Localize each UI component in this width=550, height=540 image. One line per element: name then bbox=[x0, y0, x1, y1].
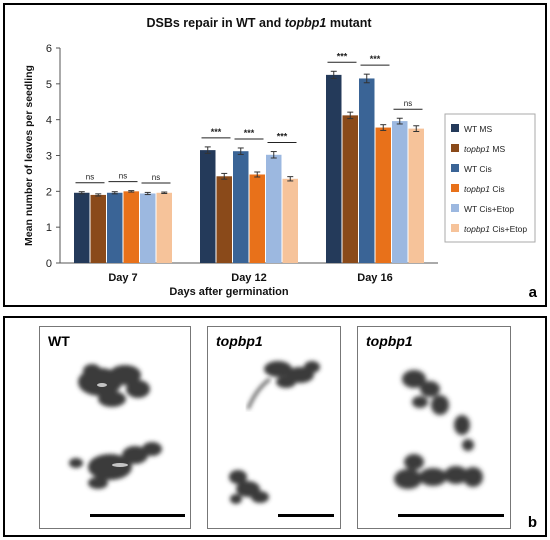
significance-label: ns bbox=[404, 99, 412, 108]
legend-label: topbp1 Cis+Etop bbox=[464, 224, 527, 234]
bar bbox=[200, 150, 216, 263]
chart-title: DSBs repair in WT and topbp1 mutant bbox=[146, 16, 372, 30]
scale-bar bbox=[90, 514, 185, 517]
legend-label: topbp1 Cis bbox=[464, 184, 505, 194]
y-tick-label: 1 bbox=[46, 222, 52, 234]
significance-label: *** bbox=[277, 132, 288, 142]
bar bbox=[156, 192, 172, 263]
chromosome-image-topbp1-1 bbox=[229, 361, 320, 504]
chromosome-image-wt bbox=[69, 364, 162, 489]
bar bbox=[408, 128, 424, 263]
micrograph-label-topbp1-2: topbp1 bbox=[366, 333, 413, 349]
y-tick-label: 5 bbox=[46, 79, 52, 91]
legend bbox=[444, 113, 536, 243]
legend-swatch bbox=[451, 124, 459, 132]
legend-label: WT MS bbox=[464, 124, 493, 134]
x-axis-label: Days after germination bbox=[169, 286, 288, 298]
y-tick-label: 4 bbox=[46, 115, 52, 127]
bar bbox=[266, 154, 282, 263]
bar bbox=[392, 121, 408, 263]
bar bbox=[375, 127, 391, 263]
legend-swatch bbox=[451, 184, 459, 192]
micrograph-topbp1-1: topbp1 bbox=[207, 326, 341, 529]
y-tick-label: 3 bbox=[46, 151, 52, 163]
micrograph-wt: WT bbox=[39, 326, 191, 529]
panel-b-letter: b bbox=[527, 514, 537, 531]
micrograph-topbp1-2: topbp1 bbox=[357, 326, 511, 529]
legend-swatch bbox=[451, 204, 459, 212]
significance-label: *** bbox=[244, 128, 255, 138]
bar bbox=[90, 194, 106, 263]
bar bbox=[74, 192, 90, 263]
bar bbox=[342, 115, 358, 263]
bar bbox=[107, 192, 123, 263]
bar bbox=[249, 174, 265, 263]
panel-a: DSBs repair in WT and topbp1 mutant 0 1 2 3 4… bbox=[3, 3, 547, 307]
x-tick-label: Day 16 bbox=[357, 272, 392, 284]
chromosome-image-topbp1-2 bbox=[394, 370, 483, 489]
significance-label: ns bbox=[119, 172, 127, 181]
legend-swatch bbox=[451, 144, 459, 152]
bar bbox=[282, 178, 298, 263]
significance-label: ns bbox=[152, 173, 160, 182]
scale-bar bbox=[398, 514, 504, 517]
legend-swatch bbox=[451, 224, 459, 232]
x-tick-label: Day 12 bbox=[231, 272, 266, 284]
legend-label: WT Cis bbox=[464, 164, 492, 174]
y-tick-label: 2 bbox=[46, 186, 52, 198]
y-axis-label: Mean number of leaves per seedling bbox=[23, 65, 35, 246]
y-tick-label: 6 bbox=[46, 43, 52, 55]
bar bbox=[140, 193, 156, 263]
scale-bar bbox=[278, 514, 334, 517]
significance-label: *** bbox=[370, 54, 381, 64]
significance-label: *** bbox=[337, 51, 348, 61]
x-tick-label: Day 7 bbox=[108, 272, 137, 284]
micrograph-label-topbp1-1: topbp1 bbox=[216, 333, 263, 349]
micrograph-label-wt: WT bbox=[48, 333, 70, 349]
y-tick-label: 0 bbox=[46, 258, 52, 270]
bar bbox=[359, 78, 375, 263]
significance-label: *** bbox=[211, 127, 222, 137]
significance-label: ns bbox=[86, 173, 94, 182]
legend-swatch bbox=[451, 164, 459, 172]
bar bbox=[216, 176, 232, 263]
bar-chart: DSBs repair in WT and topbp1 mutant 0 1 2 3 4… bbox=[23, 16, 536, 298]
bar bbox=[233, 151, 249, 263]
legend-label: topbp1 MS bbox=[464, 144, 505, 154]
legend-label: WT Cis+Etop bbox=[464, 204, 514, 214]
panel-a-letter: a bbox=[528, 284, 537, 301]
bar bbox=[123, 191, 139, 263]
panel-b: WT topbp1 bbox=[3, 316, 547, 537]
bar bbox=[326, 74, 342, 263]
